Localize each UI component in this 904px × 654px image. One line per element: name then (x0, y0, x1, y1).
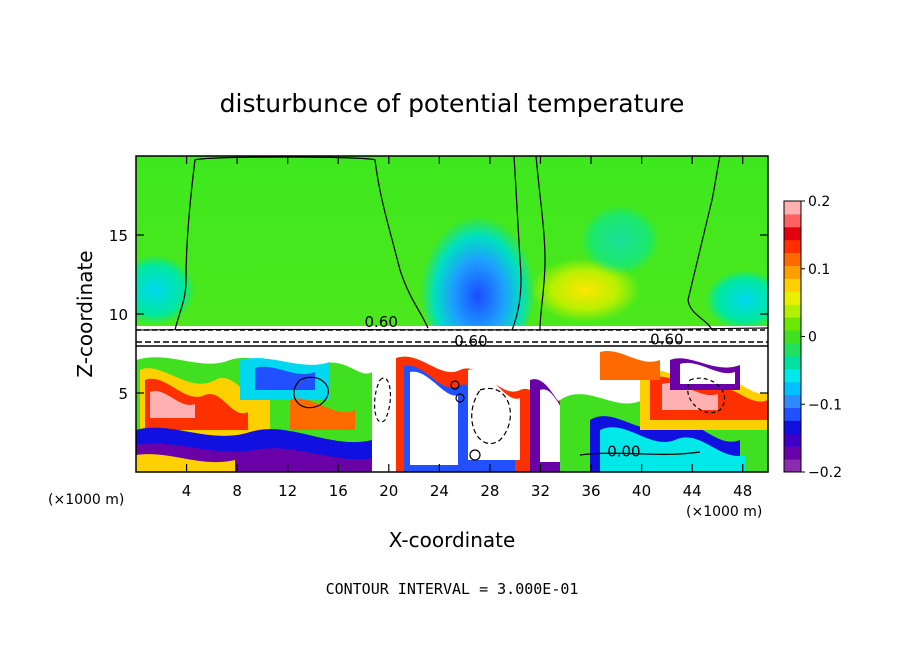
colorbar-swatch (784, 252, 801, 267)
colorbar-swatch (784, 420, 801, 434)
colorbar-swatch (784, 239, 801, 254)
colorbar-tick-label: 0.2 (808, 194, 830, 210)
y-tick-label: 5 (118, 385, 128, 403)
x-tick-label: 36 (581, 482, 600, 500)
lower-layer-patches (136, 350, 768, 472)
x-axis-label: X-coordinate (389, 528, 516, 552)
colorbar-tick-label: 0.1 (808, 262, 830, 278)
x-unit-right: (×1000 m) (686, 504, 762, 520)
colorbar-swatch (784, 381, 801, 396)
contour-interval-note: CONTOUR INTERVAL = 3.000E-01 (326, 580, 579, 598)
contour-label: 0.60 (650, 330, 683, 348)
colorbar-tick-label: −0.2 (808, 465, 842, 481)
colorbar-swatch (784, 368, 801, 383)
colorbar-swatch (784, 213, 801, 228)
x-tick-label: 24 (430, 482, 449, 500)
x-tick-label: 28 (480, 482, 499, 500)
white-band (136, 326, 768, 346)
x-tick-label: 20 (379, 482, 398, 500)
contour-label: 0.60 (365, 313, 398, 331)
y-axis-label: Z-coordinate (73, 250, 97, 377)
colorbar-swatch (784, 317, 801, 331)
field-blob-cyan-mid (580, 205, 660, 275)
colorbar-swatch (784, 226, 801, 241)
field-blob-cyan-left (136, 255, 195, 325)
colorbar-tick-label: −0.1 (808, 397, 842, 413)
x-tick-label: 12 (278, 482, 297, 500)
colorbar-swatch (784, 433, 801, 447)
colorbar-swatch (784, 265, 801, 279)
colorbar-swatch (784, 304, 801, 318)
colorbar-swatch (784, 459, 801, 473)
colorbar-ticks: 0.2 0.1 0 −0.1 −0.2 (801, 194, 842, 481)
contour-labels: 0.60 0.60 0.60 0.00 (365, 313, 684, 461)
field-blob-cyan-right (705, 270, 768, 330)
field-blob-blue (420, 200, 536, 360)
colorbar-swatch (784, 291, 801, 305)
colorbar-swatch (784, 330, 801, 344)
x-tick-label: 16 (329, 482, 348, 500)
x-tick-label: 8 (232, 482, 242, 500)
plot-area (136, 156, 768, 472)
x-axis: 4 8 12 16 20 24 28 32 36 40 44 48 (182, 156, 752, 500)
contour-label: 0.00 (607, 443, 640, 461)
x-tick-label: 32 (531, 482, 550, 500)
x-tick-label: 48 (733, 482, 752, 500)
x-tick-label: 40 (632, 482, 651, 500)
y-tick-label: 10 (109, 306, 128, 324)
colorbar-swatch (784, 342, 801, 357)
x-tick-label: 44 (683, 482, 702, 500)
colorbar (783, 200, 802, 473)
contours (136, 156, 768, 461)
y-tick-label: 15 (109, 227, 128, 245)
y-axis: 5 10 15 (109, 227, 768, 403)
colorbar-swatch (784, 407, 801, 421)
colorbar-swatch (784, 201, 801, 215)
colorbar-swatch (784, 278, 801, 292)
x-tick-label: 4 (182, 482, 192, 500)
colorbar-swatch (784, 355, 801, 370)
x-unit-left: (×1000 m) (48, 492, 124, 508)
colorbar-tick-label: 0 (808, 330, 817, 346)
colorbar-swatch (784, 446, 801, 460)
contour-label: 0.60 (454, 332, 487, 350)
chart-title: disturbunce of potential temperature (220, 89, 685, 118)
colorbar-swatch (784, 394, 801, 408)
